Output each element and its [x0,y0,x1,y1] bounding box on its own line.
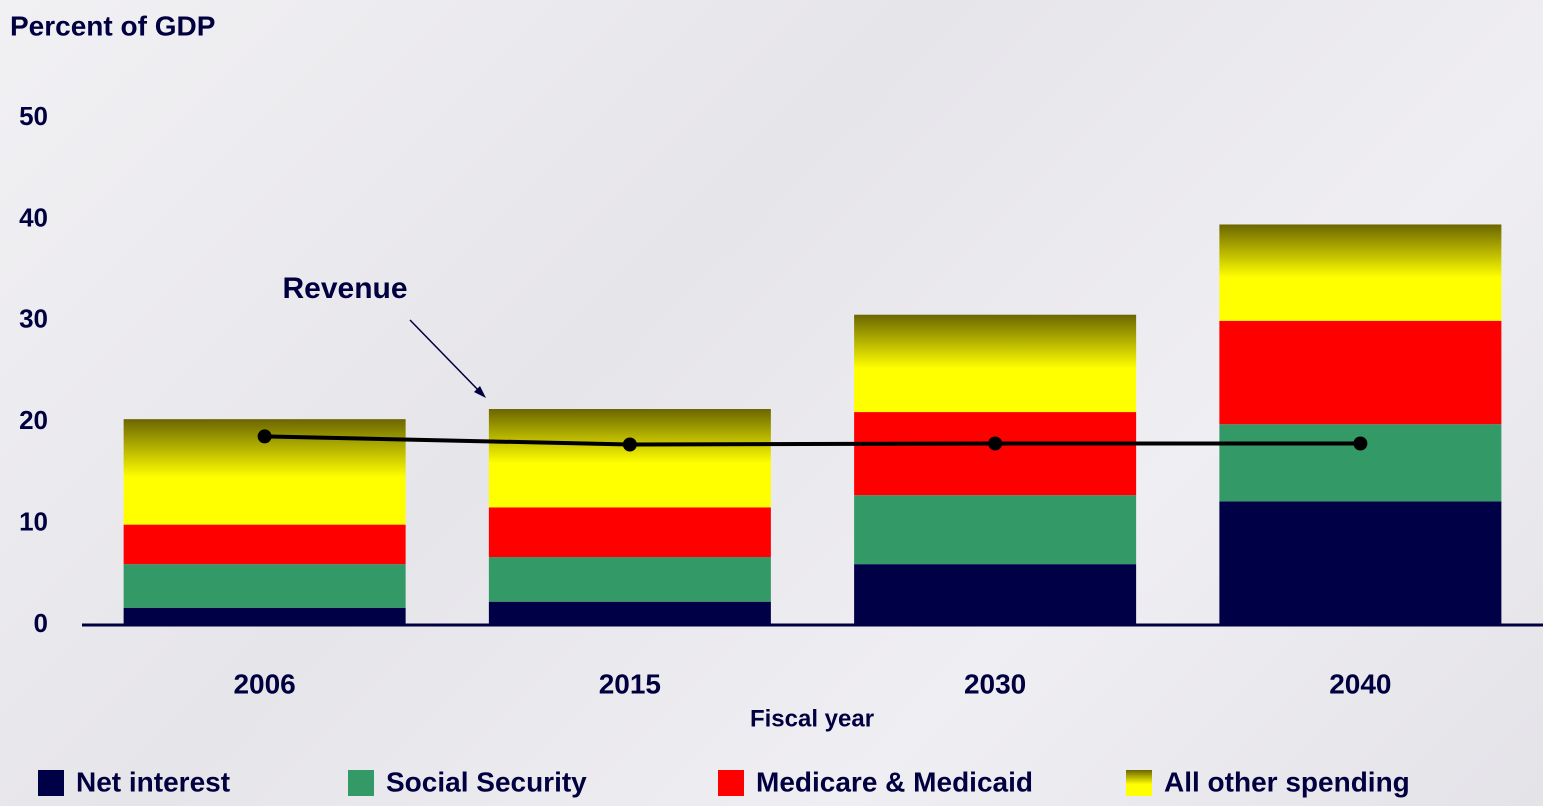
revenue-point [1353,436,1368,451]
bar-segment [123,607,406,625]
legend-swatch [38,770,64,796]
annotation: Revenue [282,272,407,305]
bar-segment [854,314,1137,413]
x-axis-title: Fiscal year [750,705,874,732]
annotation-arrowhead [474,386,486,398]
legend-label: All other spending [1164,766,1410,797]
legend-swatch [1126,770,1152,796]
x-tick-label: 2040 [1329,668,1391,699]
legend-label: Net interest [76,766,230,797]
legend-swatch [348,770,374,796]
x-tick-label: 2006 [233,668,295,699]
bar-segment [488,507,771,558]
x-tick-label: 2015 [599,668,661,699]
y-tick-label: 40 [19,202,48,232]
annotation-arrow [409,319,483,395]
revenue-line [264,434,1361,447]
legend-swatch [718,770,744,796]
y-tick-label: 30 [19,304,48,334]
y-tick-label: 10 [19,506,48,536]
y-tick-label: 0 [34,608,48,638]
bar-segment [1219,501,1502,625]
bar-segment [123,524,406,565]
x-tick-label: 2030 [964,668,1026,699]
bar-segment [488,409,771,508]
chart-title: Percent of GDP [10,10,215,41]
revenue-point [988,436,1003,451]
bar-segment [488,557,771,602]
y-tick-label: 20 [19,405,48,435]
y-tick-label: 50 [19,101,48,131]
bar-segment [1219,224,1502,321]
bar-segment [854,564,1137,625]
bar-segment [854,412,1137,496]
legend-label: Medicare & Medicaid [756,766,1033,797]
bar-segment [1219,424,1502,502]
legend-label: Social Security [386,766,587,797]
bar-segment [488,601,771,625]
revenue-point [622,437,637,452]
bar-segment [1219,320,1502,425]
bar-segment [123,564,406,608]
revenue-point [257,429,272,444]
bar-segment [854,495,1137,565]
